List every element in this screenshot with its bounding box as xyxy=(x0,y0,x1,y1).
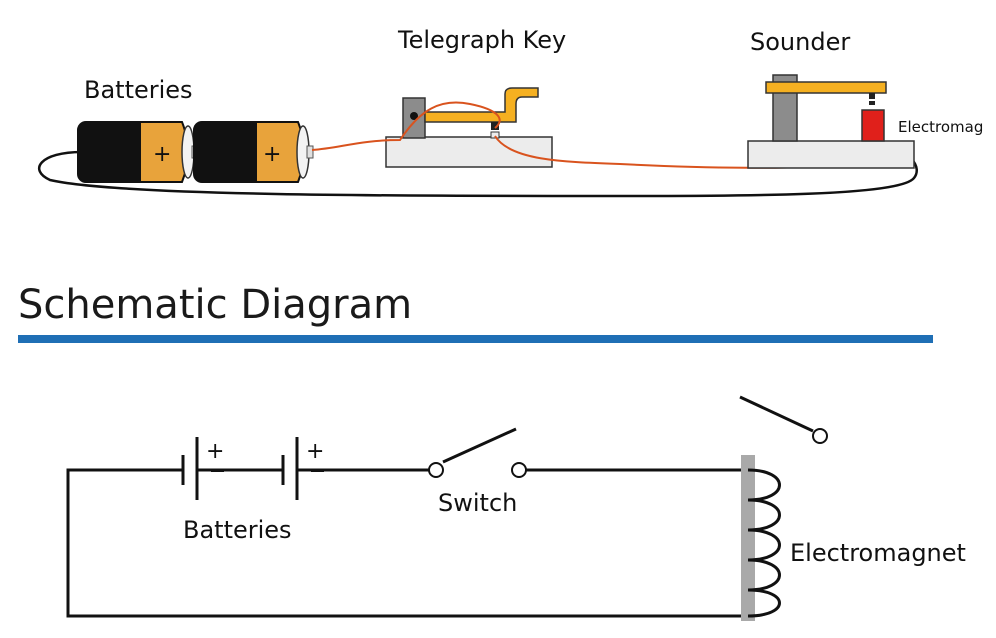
telegraph-key xyxy=(385,87,553,168)
return-wire xyxy=(38,138,918,198)
battery-1: + xyxy=(77,121,199,183)
schematic-battery-1 xyxy=(181,437,224,500)
schematic-coil xyxy=(747,468,781,618)
battery-2-plus: + xyxy=(263,142,281,167)
schematic-armature xyxy=(739,395,828,444)
schematic-battery-2 xyxy=(281,437,324,500)
schematic xyxy=(66,395,828,621)
schematic-switch xyxy=(428,427,527,478)
illustration-electromagnet-label: Electromag xyxy=(898,118,983,136)
schematic-heading: Schematic Diagram xyxy=(18,282,412,328)
red-wire-battery-to-key xyxy=(311,101,501,151)
schematic-battery-1-plus: + xyxy=(206,439,224,464)
illustration: + + Batteries Telegraph Key xyxy=(38,26,983,198)
schematic-batteries-label: Batteries xyxy=(183,516,292,544)
sounder xyxy=(747,74,915,169)
illustration-batteries-label: Batteries xyxy=(84,76,193,104)
schematic-core xyxy=(741,455,755,621)
schematic-wire-loop xyxy=(66,468,748,618)
sounder-label: Sounder xyxy=(750,28,850,56)
schematic-electromagnet-label: Electromagnet xyxy=(790,539,966,567)
battery-2: + xyxy=(193,121,314,183)
schematic-switch-label: Switch xyxy=(438,489,517,517)
schematic-battery-2-plus: + xyxy=(306,439,324,464)
telegraph-key-label: Telegraph Key xyxy=(397,26,566,54)
heading-rule xyxy=(18,335,933,343)
battery-1-plus: + xyxy=(153,142,171,167)
